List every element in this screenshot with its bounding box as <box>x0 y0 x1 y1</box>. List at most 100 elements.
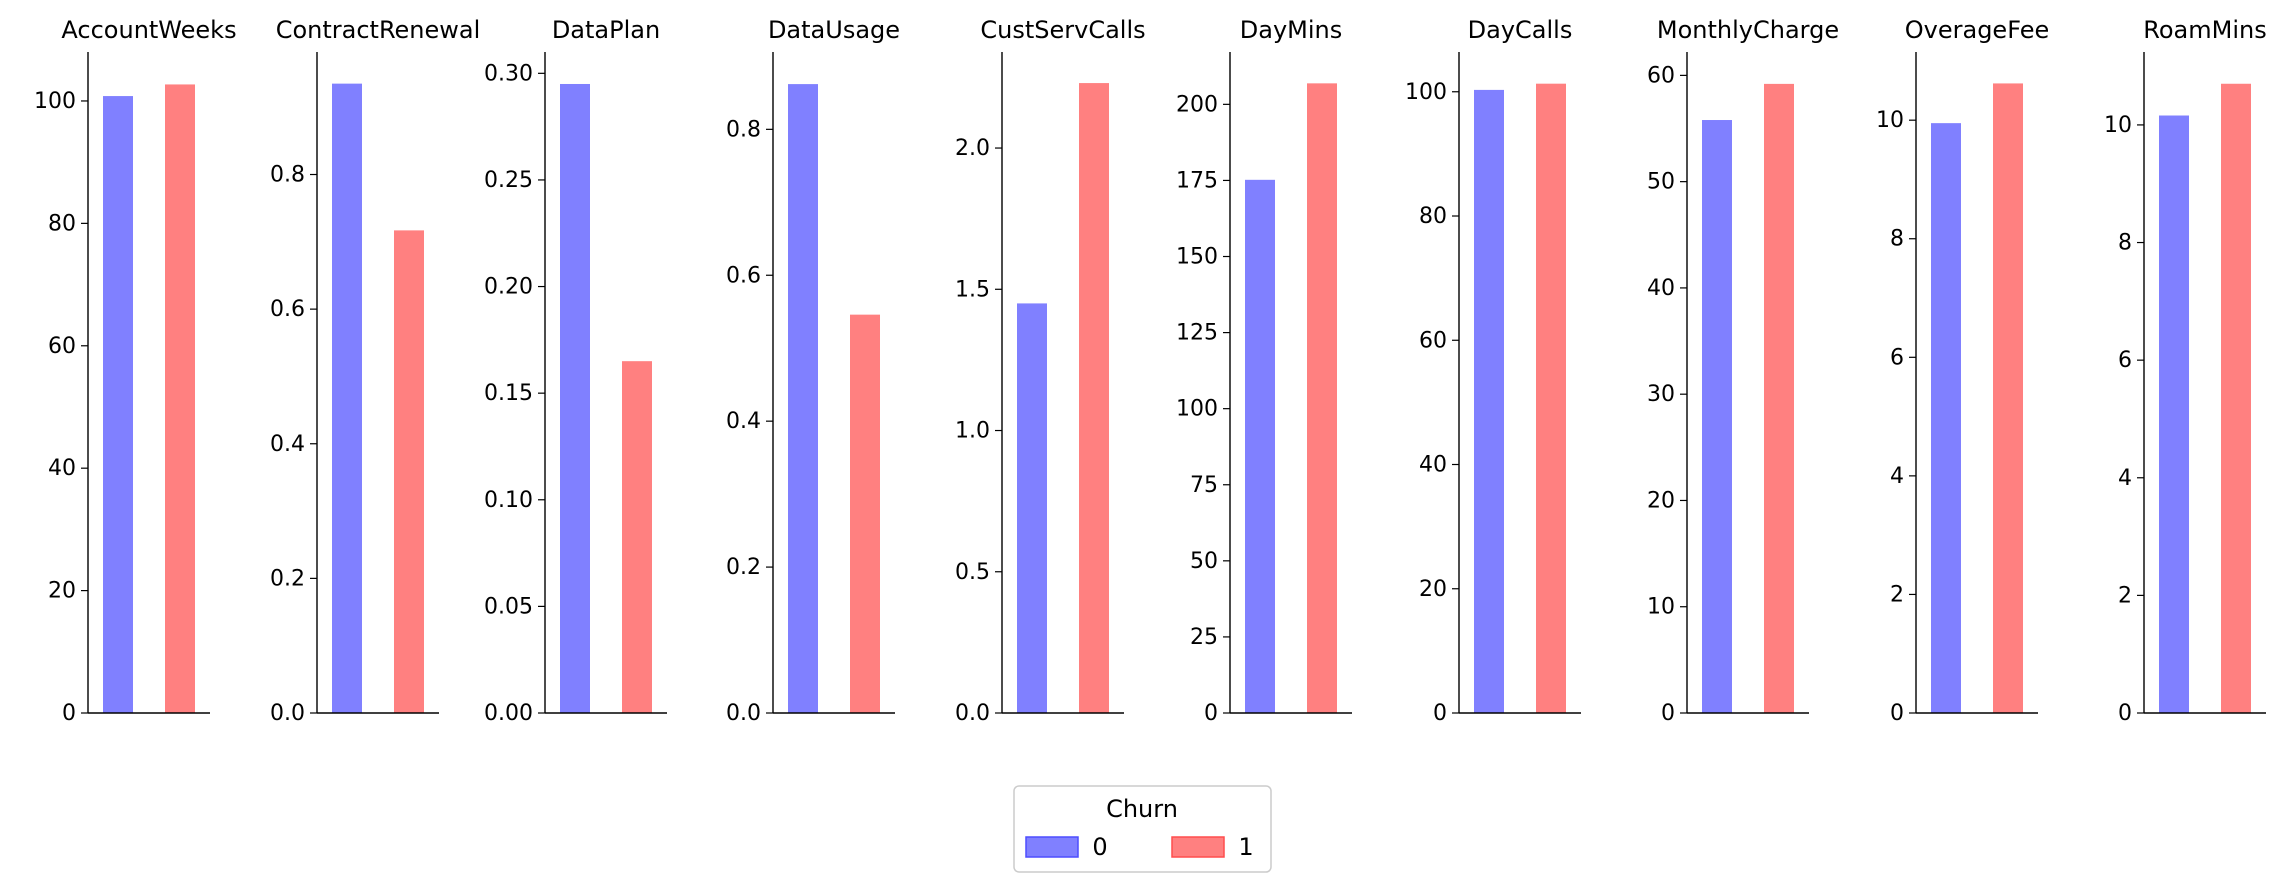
bar-custservcalls-churn-0 <box>1017 303 1047 713</box>
subplot-contractrenewal: 0.0 0.2 0.4 0.6 0.8 ContractRenewal <box>270 16 480 726</box>
y-tick-label: 60 <box>1419 328 1447 353</box>
subplot-dataplan: 0.00 0.05 0.10 0.15 0.20 0.25 0.30 DataPlan <box>484 16 667 726</box>
y-tick-label: 1.5 <box>955 277 990 302</box>
y-tick-label: 50 <box>1190 549 1218 574</box>
y-tick-label: 40 <box>1647 276 1675 301</box>
y-tick-label: 0 <box>62 701 76 726</box>
y-tick-label: 0.2 <box>270 566 305 591</box>
bar-contractrenewal-churn-0 <box>332 83 362 713</box>
subplot-daymins: 0 25 50 75 100 125 150 175 200 DayMins <box>1176 16 1352 726</box>
subplot-title: AccountWeeks <box>61 16 236 44</box>
bar-custservcalls-churn-1 <box>1079 83 1109 714</box>
y-tick-label: 8 <box>2118 231 2132 256</box>
subplot-title: CustServCalls <box>980 16 1145 44</box>
y-tick-label: 0 <box>1433 701 1447 726</box>
y-tick-label: 0.6 <box>270 297 305 322</box>
bar-accountweeks-churn-0 <box>103 96 133 714</box>
y-tick-label: 60 <box>1647 63 1675 88</box>
subplot-title: MonthlyCharge <box>1657 16 1839 44</box>
bar-daymins-churn-1 <box>1307 83 1337 713</box>
subplot-title: ContractRenewal <box>276 16 481 44</box>
subplot-roammins: 0 2 4 6 8 10 RoamMins <box>2104 16 2267 726</box>
y-tick-label: 2 <box>2118 583 2132 608</box>
y-tick-label: 0.05 <box>484 594 533 619</box>
bar-datausage-churn-1 <box>850 314 880 713</box>
y-tick-label: 0.4 <box>726 409 761 434</box>
y-tick-label: 0.6 <box>726 263 761 288</box>
y-tick-label: 10 <box>1876 108 1904 133</box>
bar-daymins-churn-0 <box>1245 179 1275 713</box>
legend-swatch-churn-1 <box>1171 836 1225 858</box>
y-tick-label: 25 <box>1190 625 1218 650</box>
y-tick-label: 0.20 <box>484 275 533 300</box>
y-tick-label: 10 <box>2104 113 2132 138</box>
bar-datausage-churn-0 <box>788 84 818 713</box>
bar-dataplan-churn-1 <box>622 361 652 713</box>
legend-label-churn-0: 0 <box>1092 833 1107 861</box>
y-tick-label: 0.15 <box>484 381 533 406</box>
y-tick-label: 0.4 <box>270 432 305 457</box>
legend-title: Churn <box>1106 795 1178 823</box>
subplot-title: DayMins <box>1240 16 1342 44</box>
bar-overagefee-churn-1 <box>1993 83 2023 713</box>
bar-daycalls-churn-0 <box>1474 89 1504 713</box>
y-tick-label: 0 <box>1661 701 1675 726</box>
y-tick-label: 80 <box>1419 204 1447 229</box>
y-tick-label: 4 <box>2118 466 2132 491</box>
y-tick-label: 4 <box>1890 464 1904 489</box>
subplot-monthlycharge: 0 10 20 30 40 50 60 MonthlyCharge <box>1647 16 1839 726</box>
y-tick-label: 0.30 <box>484 61 533 86</box>
y-tick-label: 40 <box>1419 453 1447 478</box>
y-tick-label: 125 <box>1176 321 1218 346</box>
y-tick-label: 10 <box>1647 595 1675 620</box>
subplot-daycalls: 0 20 40 60 80 100 DayCalls <box>1405 16 1581 726</box>
y-tick-label: 0 <box>1890 701 1904 726</box>
y-tick-label: 100 <box>1176 397 1218 422</box>
subplot-title: DataUsage <box>768 16 900 44</box>
subplot-accountweeks: 0 20 40 60 80 100 AccountWeeks <box>34 16 237 726</box>
bar-daycalls-churn-1 <box>1536 83 1566 713</box>
y-tick-label: 6 <box>2118 348 2132 373</box>
legend-label-churn-1: 1 <box>1238 833 1253 861</box>
bar-contractrenewal-churn-1 <box>394 230 424 713</box>
y-tick-label: 150 <box>1176 245 1218 270</box>
y-tick-label: 1.0 <box>955 419 990 444</box>
bar-overagefee-churn-0 <box>1931 123 1961 713</box>
y-tick-label: 40 <box>48 456 76 481</box>
y-tick-label: 0 <box>2118 701 2132 726</box>
y-tick-label: 30 <box>1647 382 1675 407</box>
bar-roammins-churn-1 <box>2221 83 2251 713</box>
y-tick-label: 20 <box>1419 577 1447 602</box>
bar-accountweeks-churn-1 <box>165 84 195 713</box>
y-tick-label: 2.0 <box>955 136 990 161</box>
y-tick-label: 60 <box>48 334 76 359</box>
y-tick-label: 0 <box>1204 701 1218 726</box>
y-tick-label: 0.8 <box>726 117 761 142</box>
y-tick-label: 0.25 <box>484 168 533 193</box>
subplot-title: RoamMins <box>2143 16 2266 44</box>
y-tick-label: 175 <box>1176 168 1218 193</box>
subplot-overagefee: 0 2 4 6 8 10 OverageFee <box>1876 16 2049 726</box>
y-tick-label: 20 <box>48 579 76 604</box>
legend: Churn 0 1 <box>1013 785 1272 873</box>
y-tick-label: 100 <box>1405 80 1447 105</box>
y-tick-label: 0.5 <box>955 560 990 585</box>
subplot-datausage: 0.0 0.2 0.4 0.6 0.8 DataUsage <box>726 16 900 726</box>
y-tick-label: 20 <box>1647 488 1675 513</box>
y-tick-label: 0.00 <box>484 701 533 726</box>
subplot-custservcalls: 0.0 0.5 1.0 1.5 2.0 CustServCalls <box>955 16 1146 726</box>
bar-monthlycharge-churn-0 <box>1702 120 1732 713</box>
y-tick-label: 8 <box>1890 227 1904 252</box>
subplot-title: OverageFee <box>1905 16 2049 44</box>
legend-swatch-churn-0 <box>1025 836 1079 858</box>
y-tick-label: 200 <box>1176 92 1218 117</box>
y-tick-label: 100 <box>34 89 76 114</box>
y-tick-label: 2 <box>1890 582 1904 607</box>
y-tick-label: 75 <box>1190 473 1218 498</box>
bar-monthlycharge-churn-1 <box>1764 83 1794 713</box>
subplot-title: DataPlan <box>552 16 660 44</box>
y-tick-label: 0.8 <box>270 163 305 188</box>
y-tick-label: 50 <box>1647 170 1675 195</box>
y-tick-label: 0.0 <box>955 701 990 726</box>
